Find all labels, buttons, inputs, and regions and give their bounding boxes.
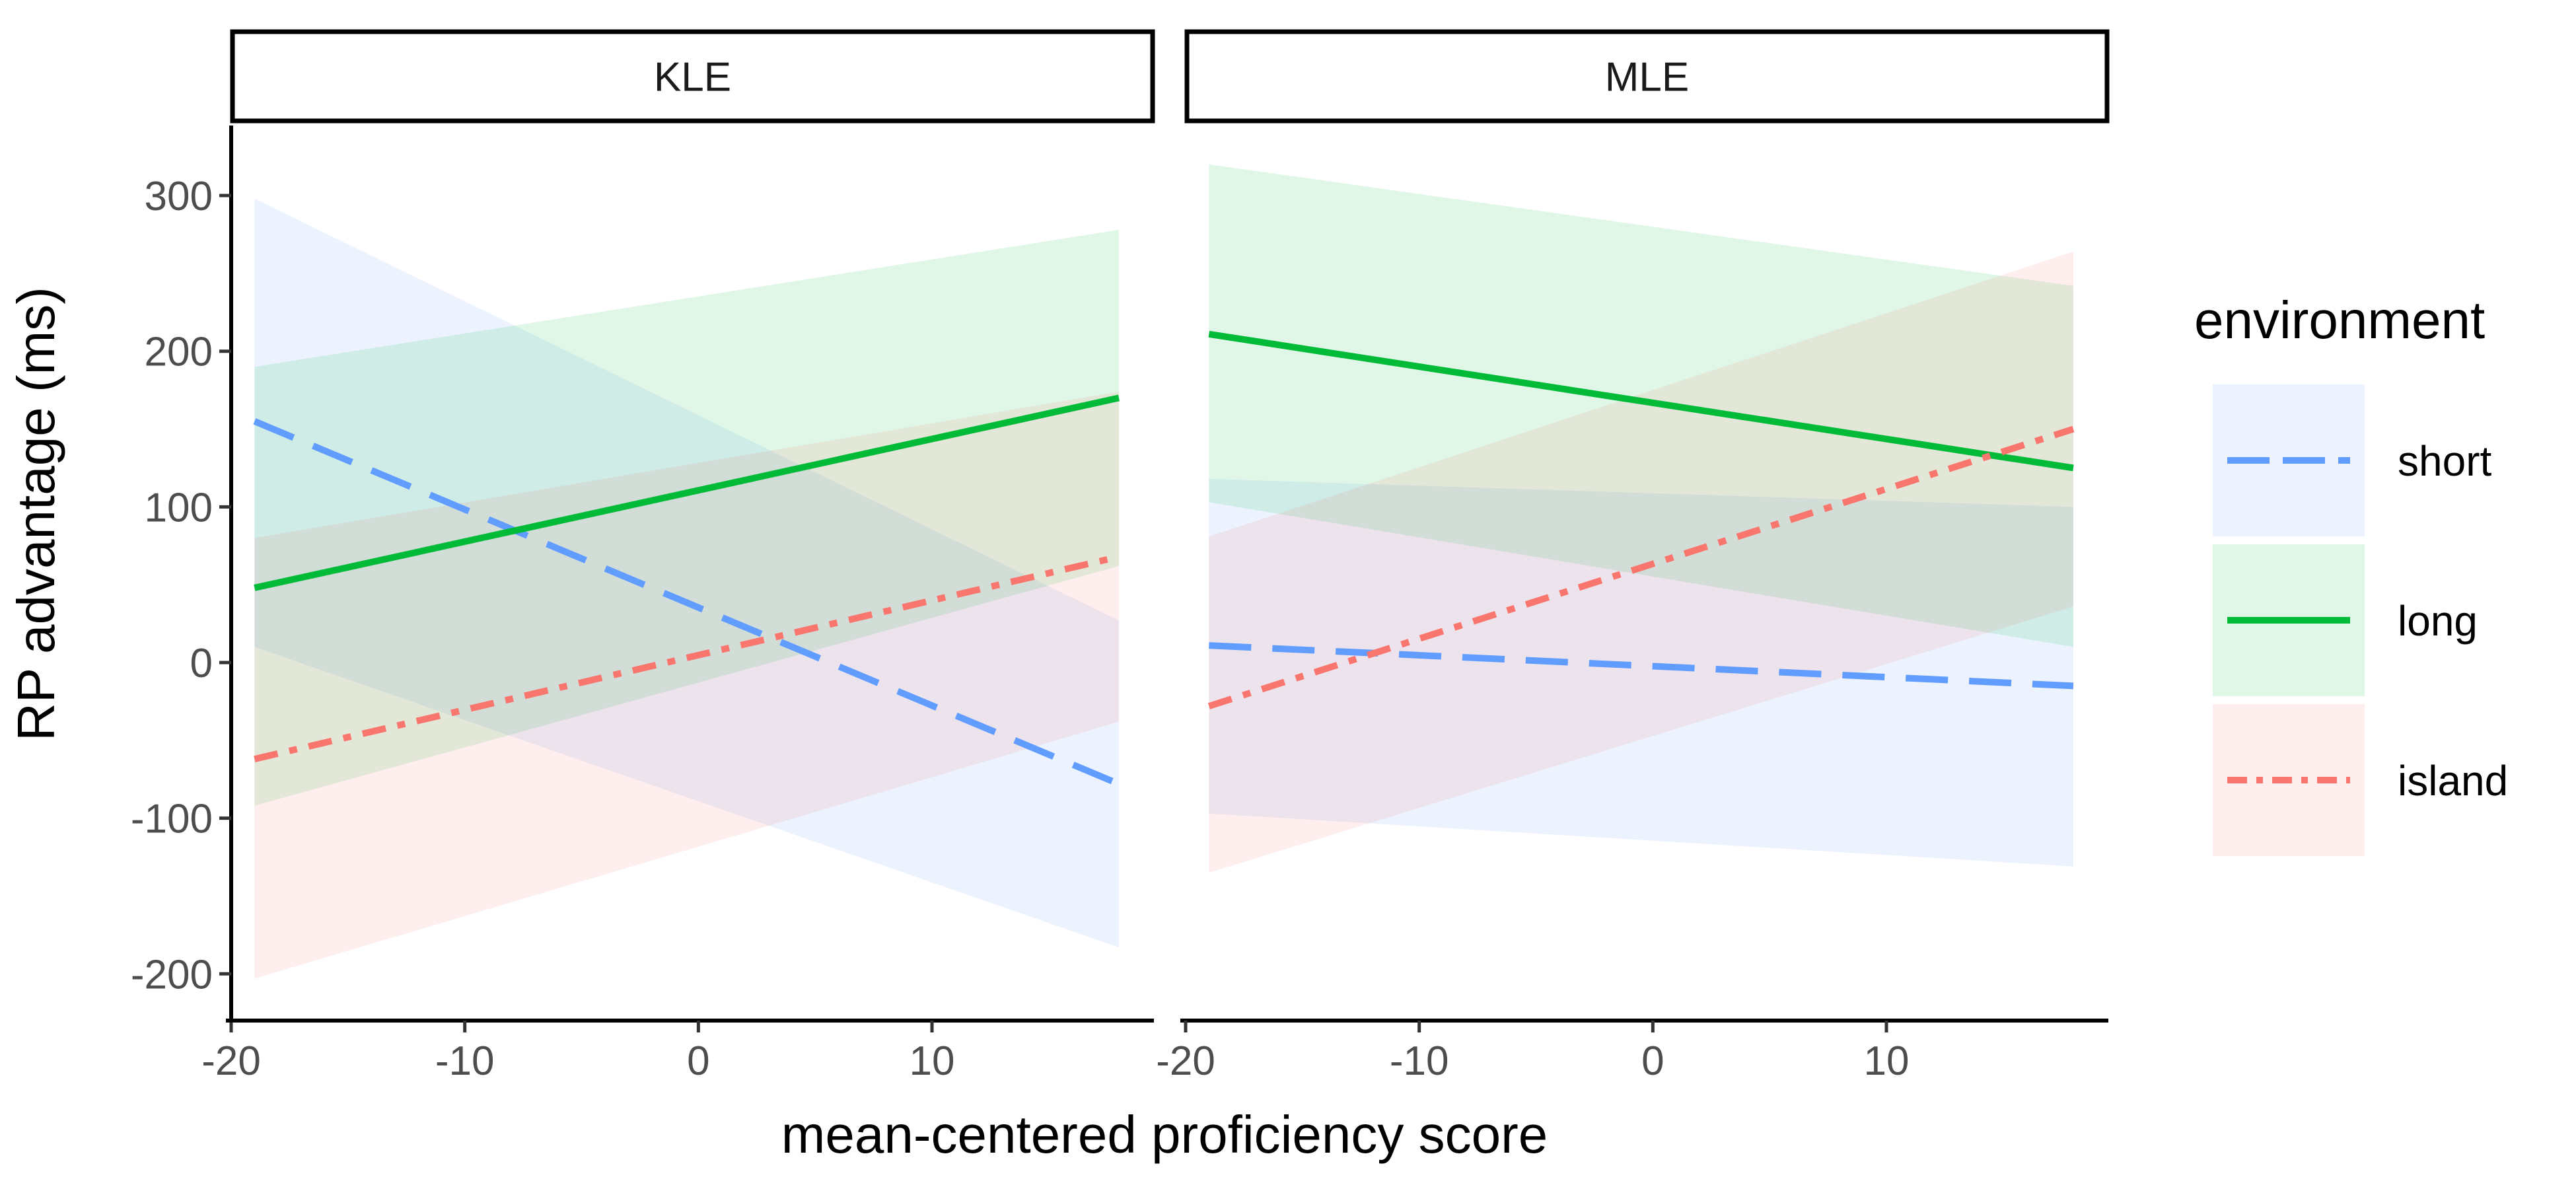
y-tick-label: -100 xyxy=(131,797,213,842)
line-island xyxy=(1207,425,2075,709)
line-long xyxy=(254,394,1120,591)
line-island xyxy=(254,553,1120,762)
y-axis-title: RP advantage (ms) xyxy=(7,287,65,741)
facet-strip xyxy=(1184,29,2110,124)
y-tick-label: 0 xyxy=(190,641,213,686)
y-tick-label: 200 xyxy=(145,330,213,375)
legend-keys: short long island xyxy=(2213,384,2508,856)
ribbon-long xyxy=(1209,164,2073,647)
legend: environment short long island xyxy=(2194,291,2508,856)
legend-item-island: island xyxy=(2213,704,2508,856)
x-tick-label: 0 xyxy=(1641,1038,1664,1084)
ribbon-short xyxy=(254,198,1119,948)
ribbon-island xyxy=(1209,251,2073,873)
x-tick-label: -10 xyxy=(435,1038,495,1084)
legend-item-short: short xyxy=(2213,384,2492,536)
line-long xyxy=(1208,330,2074,472)
panel-mle: MLE -20 -10 0 10 xyxy=(1156,29,2110,1084)
x-tick-label: 10 xyxy=(1864,1038,1910,1084)
legend-item-long: long xyxy=(2213,544,2478,696)
legend-label: long xyxy=(2398,597,2478,645)
x-tick-label: -20 xyxy=(201,1038,261,1084)
axis-titles: mean-centered proficiency score RP advan… xyxy=(7,287,1548,1164)
facet-strip xyxy=(230,29,1155,124)
legend-label: short xyxy=(2398,437,2492,485)
x-tick-label: -20 xyxy=(1156,1038,1215,1084)
line-short xyxy=(1209,642,2074,690)
x-tick-label: 10 xyxy=(910,1038,955,1084)
ribbon-short xyxy=(1209,478,2073,867)
line-short xyxy=(253,418,1120,787)
y-tick-label: -200 xyxy=(131,952,213,997)
ribbon-long xyxy=(254,229,1119,806)
facet-label: MLE xyxy=(1605,55,1689,100)
y-tick-label: 300 xyxy=(145,174,213,219)
x-tick-label: 0 xyxy=(687,1038,709,1084)
legend-title: environment xyxy=(2194,291,2485,349)
x-axis-title: mean-centered proficiency score xyxy=(781,1105,1548,1164)
facet-label: KLE xyxy=(654,55,731,100)
legend-label: island xyxy=(2398,757,2508,805)
x-tick-label: -10 xyxy=(1390,1038,1449,1084)
y-tick-label: 100 xyxy=(145,485,213,530)
